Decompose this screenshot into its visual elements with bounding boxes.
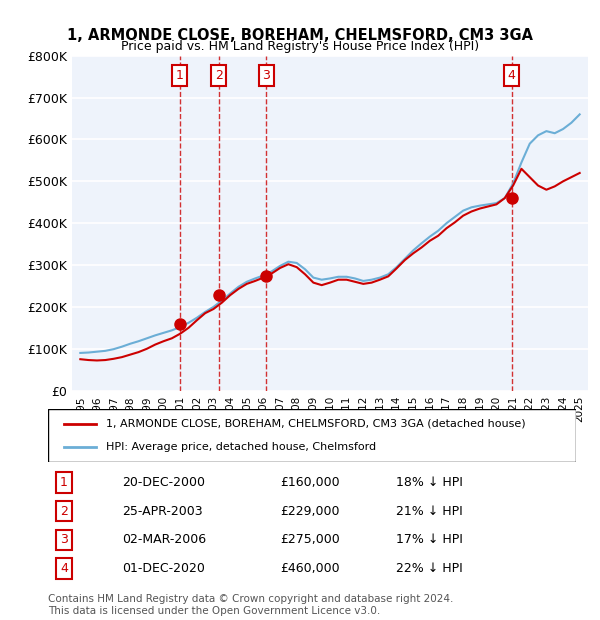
Text: £460,000: £460,000: [280, 562, 340, 575]
Text: £160,000: £160,000: [280, 476, 340, 489]
Text: 22% ↓ HPI: 22% ↓ HPI: [397, 562, 463, 575]
Text: 18% ↓ HPI: 18% ↓ HPI: [397, 476, 463, 489]
Text: 01-DEC-2020: 01-DEC-2020: [122, 562, 205, 575]
Text: 2: 2: [215, 69, 223, 82]
Text: £229,000: £229,000: [280, 505, 340, 518]
Text: 3: 3: [262, 69, 270, 82]
Text: 1, ARMONDE CLOSE, BOREHAM, CHELMSFORD, CM3 3GA: 1, ARMONDE CLOSE, BOREHAM, CHELMSFORD, C…: [67, 28, 533, 43]
Text: £275,000: £275,000: [280, 533, 340, 546]
FancyBboxPatch shape: [48, 409, 576, 462]
Text: 17% ↓ HPI: 17% ↓ HPI: [397, 533, 463, 546]
Text: Contains HM Land Registry data © Crown copyright and database right 2024.
This d: Contains HM Land Registry data © Crown c…: [48, 594, 454, 616]
Text: 4: 4: [508, 69, 516, 82]
Text: 25-APR-2003: 25-APR-2003: [122, 505, 203, 518]
Text: 1: 1: [176, 69, 184, 82]
Text: 3: 3: [60, 533, 68, 546]
Text: 1, ARMONDE CLOSE, BOREHAM, CHELMSFORD, CM3 3GA (detached house): 1, ARMONDE CLOSE, BOREHAM, CHELMSFORD, C…: [106, 419, 526, 429]
Text: 02-MAR-2006: 02-MAR-2006: [122, 533, 206, 546]
Text: 4: 4: [60, 562, 68, 575]
Text: 21% ↓ HPI: 21% ↓ HPI: [397, 505, 463, 518]
Text: 20-DEC-2000: 20-DEC-2000: [122, 476, 205, 489]
Text: 2: 2: [60, 505, 68, 518]
Text: 1: 1: [60, 476, 68, 489]
Text: Price paid vs. HM Land Registry's House Price Index (HPI): Price paid vs. HM Land Registry's House …: [121, 40, 479, 53]
Text: HPI: Average price, detached house, Chelmsford: HPI: Average price, detached house, Chel…: [106, 442, 376, 452]
